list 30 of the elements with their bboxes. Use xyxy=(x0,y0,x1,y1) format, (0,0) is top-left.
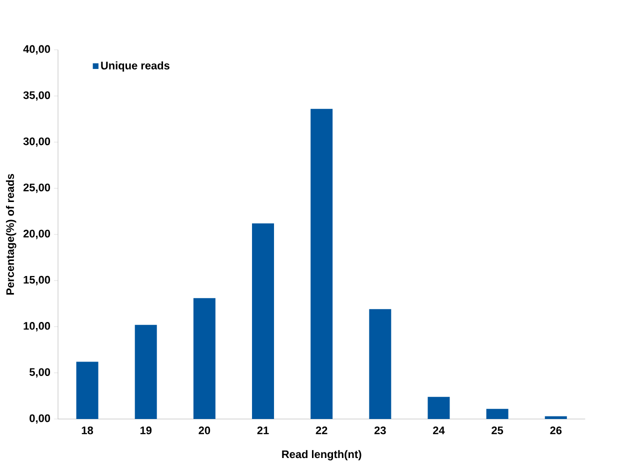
bar xyxy=(134,324,157,419)
bar xyxy=(252,223,274,419)
x-axis-title: Read length(nt) xyxy=(282,450,362,460)
bar xyxy=(369,309,392,419)
y-axis-title: Percentage(%) of reads xyxy=(6,174,16,295)
y-tick-label: 20,00 xyxy=(23,230,50,240)
x-tick-label: 24 xyxy=(433,426,445,434)
x-tick-label: 21 xyxy=(257,426,269,434)
y-tick-label: 0,00 xyxy=(30,414,50,424)
y-tick-label: 25,00 xyxy=(23,184,50,193)
x-tick-label: 19 xyxy=(140,426,152,434)
y-tick-label: 5,00 xyxy=(30,368,50,378)
x-tick-label: 20 xyxy=(198,426,210,434)
y-tick-label: 15,00 xyxy=(24,276,50,286)
x-tick-label: 26 xyxy=(550,426,562,434)
legend-label: Unique reads xyxy=(101,61,170,72)
x-tick-label: 18 xyxy=(82,426,94,434)
bar xyxy=(76,362,98,419)
bar xyxy=(193,298,216,419)
y-tick-label: 40,00 xyxy=(23,45,50,55)
bar xyxy=(428,396,450,419)
x-tick-label: 25 xyxy=(492,426,504,434)
bar xyxy=(544,416,567,419)
y-tick-label: 10,00 xyxy=(24,322,50,332)
bar xyxy=(310,108,333,419)
x-tick-label: 22 xyxy=(316,426,328,434)
y-tick-label: 35,00 xyxy=(23,91,50,101)
x-tick-label: 23 xyxy=(374,426,386,434)
y-tick-label: 30,00 xyxy=(23,137,50,147)
bar xyxy=(486,408,508,419)
